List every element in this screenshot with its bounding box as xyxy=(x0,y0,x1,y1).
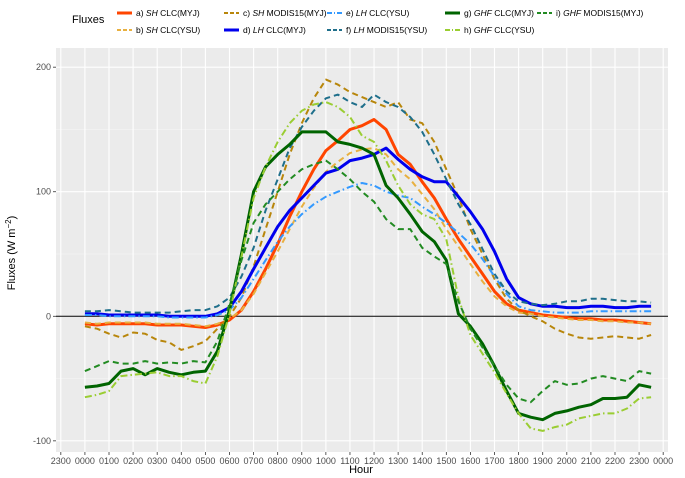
legend-title: Fluxes xyxy=(72,14,105,26)
x-tick-label: 0800 xyxy=(268,456,288,466)
x-tick-label: 1700 xyxy=(485,456,505,466)
x-tick-label: 1000 xyxy=(316,456,336,466)
x-tick-label: 2000 xyxy=(557,456,577,466)
legend-label-a: a) SH CLC(MYJ) xyxy=(136,8,200,18)
x-axis-ticks: 2300 0000 0100 0200 0300 0400 0500 0600 0700 0800… xyxy=(51,452,673,466)
x-tick-label: 1200 xyxy=(364,456,384,466)
x-tick-label: 0700 xyxy=(244,456,264,466)
x-tick-label: 0600 xyxy=(219,456,239,466)
x-axis-title: Hour xyxy=(349,464,373,476)
y-axis-title-sup: −2 xyxy=(4,219,13,229)
series-line-g xyxy=(84,130,652,422)
x-tick-label: 2300 xyxy=(629,456,649,466)
legend-label-f: f) LH MODIS15(YSU) xyxy=(346,25,427,35)
series-line-h xyxy=(84,101,652,432)
legend: Fluxes a) SH CLC(MYJ) b) SH CLC(YSU) c) SH… xyxy=(72,8,644,35)
x-tick-label: 1800 xyxy=(509,456,529,466)
series-line-b xyxy=(84,147,652,328)
legend-label-d: d) LH CLC(MYJ) xyxy=(243,25,306,35)
x-tick-label: 1100 xyxy=(340,456,359,466)
y-axis-ticks: -100 0 100 200 xyxy=(33,62,56,446)
series-line-c xyxy=(84,78,652,351)
legend-label-i: i) GHF MODIS15(MYJ) xyxy=(556,8,644,18)
y-tick-label: -100 xyxy=(33,436,51,446)
x-tick-label: 0500 xyxy=(195,456,215,466)
x-tick-label: 0400 xyxy=(171,456,191,466)
x-tick-label: 2200 xyxy=(605,456,625,466)
legend-label-e: e) LH CLC(YSU) xyxy=(346,8,409,18)
x-tick-label: 0200 xyxy=(123,456,143,466)
y-axis-title-main: Fluxes (W m xyxy=(6,229,18,291)
x-tick-label: 1300 xyxy=(388,456,408,466)
x-tick-label: 2100 xyxy=(581,456,601,466)
series-line-f xyxy=(84,93,652,314)
x-tick-label: 0000 xyxy=(653,456,673,466)
x-tick-label: 0900 xyxy=(292,456,312,466)
legend-label-h: h) GHF CLC(YSU) xyxy=(464,25,535,35)
y-axis-title-close: ) xyxy=(6,216,18,220)
legend-label-b: b) SH CLC(YSU) xyxy=(136,25,200,35)
x-tick-label: 0300 xyxy=(147,456,167,466)
series-line-a xyxy=(84,118,652,329)
x-tick-label: 1500 xyxy=(436,456,456,466)
y-axis-title: Fluxes (W m−2) xyxy=(4,216,18,291)
x-tick-label: 2300 xyxy=(51,456,71,466)
plot-panel xyxy=(56,48,668,452)
legend-label-c: c) SH MODIS15(MYJ) xyxy=(243,8,327,18)
x-tick-label: 1900 xyxy=(533,456,553,466)
series-line-i xyxy=(84,159,652,404)
y-tick-label: 100 xyxy=(36,187,51,197)
y-tick-label: 200 xyxy=(36,62,51,72)
x-tick-label: 1400 xyxy=(412,456,432,466)
legend-label-g: g) GHF CLC(MYJ) xyxy=(464,8,534,18)
x-tick-label: 0100 xyxy=(99,456,119,466)
series-line-d xyxy=(84,146,652,318)
y-tick-label: 0 xyxy=(46,311,51,321)
x-tick-label: 0000 xyxy=(75,456,95,466)
series-layer xyxy=(84,78,652,432)
x-tick-label: 1600 xyxy=(460,456,480,466)
